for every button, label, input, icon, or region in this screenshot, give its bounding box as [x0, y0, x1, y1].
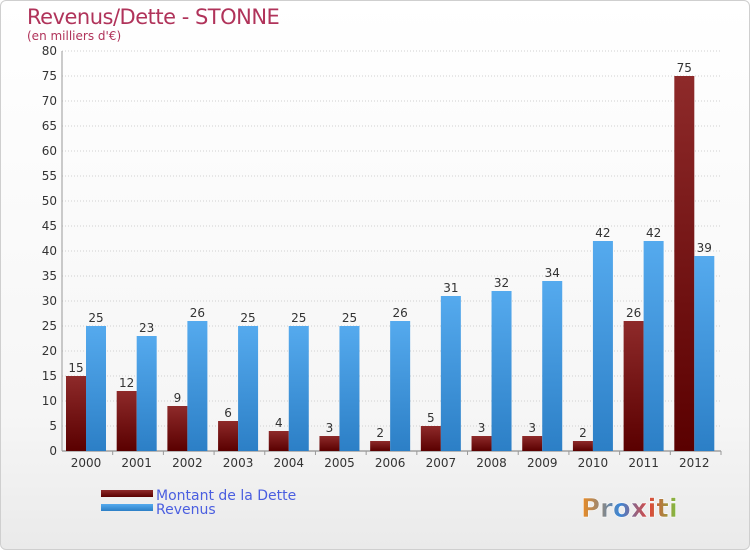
bar-revenus	[187, 321, 208, 451]
bar-revenus	[238, 326, 259, 451]
y-tick-label: 50	[42, 194, 57, 208]
data-label: 15	[68, 361, 83, 375]
data-label: 34	[545, 266, 560, 280]
y-tick-label: 0	[49, 444, 57, 458]
y-tick-label: 5	[49, 419, 57, 433]
bar-revenus	[542, 281, 563, 451]
data-label: 32	[494, 276, 509, 290]
data-label: 25	[291, 311, 306, 325]
y-tick-label: 60	[42, 144, 57, 158]
y-tick-label: 15	[42, 369, 57, 383]
bar-dette	[572, 441, 593, 451]
bar-dette	[420, 426, 441, 451]
data-label: 9	[174, 391, 182, 405]
data-label: 26	[393, 306, 408, 320]
bar-revenus	[86, 326, 106, 451]
x-tick-label: 2011	[628, 456, 659, 470]
data-label: 75	[677, 61, 692, 75]
proxiti-logo: Proxiti	[579, 489, 691, 529]
data-label: 25	[342, 311, 357, 325]
x-tick-label: 2008	[476, 456, 507, 470]
bar-dette	[66, 376, 86, 451]
y-tick-label: 80	[42, 44, 57, 58]
x-tick-label: 2007	[426, 456, 457, 470]
y-tick-label: 20	[42, 344, 57, 358]
bar-revenus	[390, 321, 411, 451]
y-tick-label: 75	[42, 69, 57, 83]
x-tick-label: 2012	[679, 456, 710, 470]
bar-revenus	[643, 241, 664, 451]
data-label: 4	[275, 416, 283, 430]
x-tick-label: 2009	[527, 456, 558, 470]
x-tick-label: 2003	[223, 456, 254, 470]
data-label: 42	[646, 226, 661, 240]
legend-swatch-revenus	[101, 504, 153, 511]
data-label: 6	[224, 406, 232, 420]
bar-revenus	[136, 336, 157, 451]
legend-swatch-dette	[101, 490, 153, 497]
y-tick-label: 10	[42, 394, 57, 408]
data-label: 26	[626, 306, 641, 320]
x-axis: 2000 2001 2002 2003 2004 2005 2006 2007 2008 2009…	[71, 451, 722, 470]
data-label: 26	[190, 306, 205, 320]
y-axis: 0 5 10 15 20 25 30 35 40 45 50 55 60 65 70 75 80	[42, 44, 57, 458]
bar-dette	[319, 436, 340, 451]
bars	[66, 76, 715, 451]
bar-dette	[116, 391, 137, 451]
data-label: 31	[443, 281, 458, 295]
x-tick-label: 2002	[172, 456, 203, 470]
y-tick-label: 35	[42, 269, 57, 283]
proxiti-logo-graphic: Proxiti	[581, 494, 678, 525]
y-tick-label: 30	[42, 294, 57, 308]
bar-dette	[167, 406, 188, 451]
data-label: 12	[119, 376, 134, 390]
data-label: 25	[240, 311, 255, 325]
bar-dette	[471, 436, 492, 451]
chart-title: Revenus/Dette - STONNE	[27, 5, 280, 29]
bar-revenus	[592, 241, 613, 451]
bar-dette	[674, 76, 695, 451]
bar-revenus	[440, 296, 461, 451]
x-tick-label: 2005	[324, 456, 355, 470]
data-label: 5	[427, 411, 435, 425]
svg-text:Proxiti: Proxiti	[581, 494, 678, 524]
bar-revenus	[288, 326, 309, 451]
bar-dette	[370, 441, 391, 451]
chart-subtitle: (en milliers d'€)	[27, 29, 122, 43]
y-tick-label: 40	[42, 244, 57, 258]
data-label: 2	[579, 426, 587, 440]
x-tick-label: 2006	[375, 456, 406, 470]
data-label: 3	[478, 421, 486, 435]
x-tick-label: 2010	[578, 456, 609, 470]
data-label: 42	[595, 226, 610, 240]
y-tick-label: 45	[42, 219, 57, 233]
x-tick-label: 2001	[121, 456, 152, 470]
legend: Montant de la Dette Revenus	[101, 488, 296, 518]
data-label: 3	[528, 421, 536, 435]
legend-label-dette: Montant de la Dette	[156, 488, 296, 504]
bar-dette	[623, 321, 644, 451]
y-tick-label: 55	[42, 169, 57, 183]
bar-revenus	[694, 256, 715, 451]
data-label: 2	[376, 426, 384, 440]
x-tick-label: 2000	[71, 456, 102, 470]
bar-dette	[522, 436, 543, 451]
bar-dette	[268, 431, 289, 451]
x-tick-label: 2004	[273, 456, 304, 470]
bar-revenus	[339, 326, 360, 451]
legend-label-revenus: Revenus	[156, 502, 216, 518]
data-label: 39	[697, 241, 712, 255]
data-labels: 15 25 12 23 9 26 6 25 4 25 3 25 2 26 5 31 3 32 3 34 2 42 26 42 7…	[68, 61, 712, 440]
data-label: 3	[326, 421, 334, 435]
y-tick-label: 65	[42, 119, 57, 133]
data-label: 23	[139, 321, 154, 335]
bar-dette	[218, 421, 239, 451]
y-tick-label: 25	[42, 319, 57, 333]
data-label: 25	[88, 311, 103, 325]
bar-revenus	[491, 291, 512, 451]
y-tick-label: 70	[42, 94, 57, 108]
